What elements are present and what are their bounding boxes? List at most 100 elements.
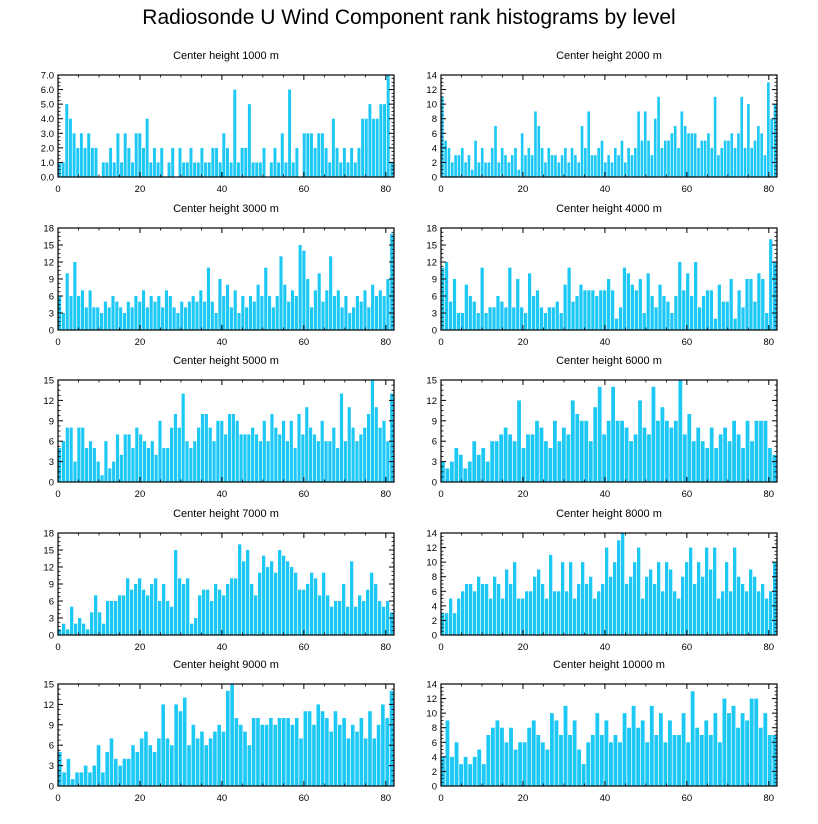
y-tick-label: 12: [426, 694, 437, 705]
bar: [294, 718, 299, 786]
bar: [683, 126, 687, 177]
bar: [252, 301, 256, 330]
bar: [134, 133, 138, 177]
bar: [213, 731, 217, 786]
bar: [215, 147, 218, 177]
bar: [374, 407, 378, 482]
y-tick-label: 3: [49, 309, 54, 320]
bar: [685, 562, 689, 635]
bar: [191, 724, 196, 786]
bar: [579, 284, 583, 330]
bar: [642, 313, 646, 330]
bar: [378, 427, 382, 482]
x-tick-label: 20: [518, 793, 529, 804]
bar: [615, 420, 620, 482]
bar: [727, 140, 730, 177]
x-tick-label: 20: [135, 642, 146, 653]
bar: [481, 448, 486, 482]
bar: [720, 147, 724, 177]
bar: [594, 155, 597, 177]
bar: [617, 155, 620, 177]
x-tick-label: 20: [135, 184, 146, 195]
x-tick-label: 0: [55, 337, 60, 348]
bar: [196, 162, 200, 177]
bar: [577, 584, 581, 635]
bar: [251, 162, 255, 177]
y-tick-label: 6: [432, 738, 437, 749]
panel-title: Center height 8000 m: [556, 508, 662, 520]
bar: [270, 561, 274, 635]
bar: [112, 162, 116, 177]
bar: [705, 448, 710, 482]
bar: [656, 420, 660, 482]
bar: [584, 147, 587, 177]
bar: [585, 584, 589, 635]
bar: [383, 104, 386, 177]
y-tick-label: 15: [43, 376, 54, 387]
bar: [613, 147, 617, 177]
bar: [660, 407, 665, 482]
bar: [713, 547, 717, 635]
y-tick-label: 8: [432, 572, 437, 583]
bar: [255, 162, 259, 177]
bar: [320, 711, 325, 786]
bar: [531, 296, 536, 330]
bar: [733, 547, 737, 635]
bar: [516, 279, 520, 330]
bar: [254, 595, 258, 635]
bar: [753, 301, 757, 330]
bar: [118, 595, 122, 635]
bar: [657, 562, 661, 635]
bar: [535, 420, 539, 482]
bar: [313, 147, 317, 177]
bar: [571, 301, 575, 330]
bar: [350, 561, 354, 635]
bar: [554, 720, 559, 786]
bar: [761, 279, 765, 330]
y-tick-label: 18: [43, 529, 54, 540]
bar: [490, 727, 495, 786]
bar: [346, 738, 351, 786]
bar: [727, 441, 732, 482]
bar: [142, 441, 147, 482]
bar: [105, 752, 109, 786]
bar: [522, 742, 527, 786]
bar: [564, 147, 567, 177]
x-tick-label: 40: [600, 184, 611, 195]
bar: [638, 400, 642, 482]
bar: [441, 267, 445, 330]
bar: [101, 772, 105, 786]
bar: [218, 279, 222, 330]
bar: [227, 414, 232, 482]
panel-title: Center height 6000 m: [556, 355, 662, 367]
bar: [116, 133, 120, 177]
bar: [634, 290, 638, 330]
bar: [150, 441, 154, 482]
bar: [765, 313, 769, 330]
bar: [595, 713, 600, 786]
bar: [505, 569, 509, 635]
bar: [749, 698, 754, 786]
bar: [142, 147, 145, 177]
bar: [144, 731, 148, 786]
x-tick-label: 40: [217, 184, 228, 195]
bar: [310, 133, 313, 177]
bar: [324, 441, 328, 482]
bar: [673, 420, 678, 482]
bar: [88, 290, 92, 330]
x-tick-label: 20: [135, 489, 146, 500]
bar: [385, 718, 389, 786]
bar: [445, 468, 450, 482]
bar: [165, 738, 170, 786]
y-tick-label: 1.0: [41, 158, 54, 169]
bar: [760, 133, 763, 177]
bar: [484, 162, 487, 177]
bar: [453, 613, 457, 635]
bar: [620, 420, 624, 482]
bar: [689, 547, 693, 635]
bar: [181, 393, 185, 482]
bar: [210, 301, 214, 330]
bar: [229, 307, 233, 330]
x-tick-label: 40: [600, 489, 611, 500]
bar: [92, 307, 96, 330]
